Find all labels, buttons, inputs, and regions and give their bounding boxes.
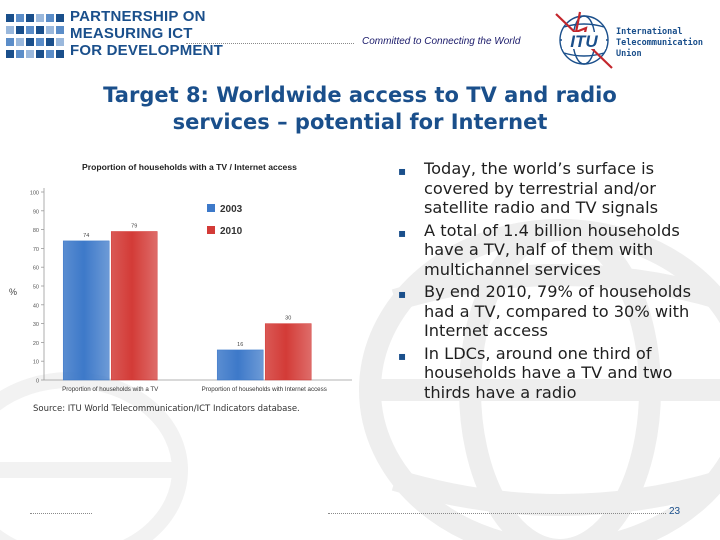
bullet-text: By end 2010, 79% of households had a TV,… [424, 282, 692, 340]
y-tick-label: 80 [33, 228, 39, 234]
y-tick-label: 40 [33, 303, 39, 309]
legend-label-2003: 2003 [220, 204, 243, 215]
bullet-text: In LDCs, around one third of households … [424, 343, 673, 402]
y-tick-label: 100 [30, 191, 39, 197]
partnership-name-line1: PARTNERSHIP ON [70, 8, 206, 25]
partnership-name-line2: MEASURING ICT [70, 25, 193, 42]
bullet-list: ▪ Today, the world’s surface is covered … [398, 159, 716, 405]
legend-label-2010: 2010 [220, 226, 243, 237]
page-number: 23 [669, 506, 681, 517]
partnership-name: PARTNERSHIP ON MEASURING ICT FOR DEVELOP… [70, 8, 223, 59]
itu-logo-icon: ITU [555, 11, 613, 69]
bar-value-label: 74 [83, 233, 89, 239]
bullet-item: ▪ A total of 1.4 billion households have… [398, 221, 716, 280]
footer-divider-right [328, 513, 666, 514]
partnership-logo: PARTNERSHIP ON MEASURING ICT FOR DEVELOP… [6, 8, 223, 64]
slide-title-line1: Target 8: Worldwide access to TV and rad… [103, 83, 617, 107]
bar-chart: Proportion of households with a TV / Int… [9, 162, 352, 393]
y-axis-label: % [9, 287, 17, 297]
bar-2003-0 [62, 240, 110, 381]
bar-value-label: 16 [237, 342, 243, 348]
y-tick-label: 20 [33, 341, 39, 347]
header-divider [186, 43, 354, 44]
bullet-item: ▪ By end 2010, 79% of households had a T… [398, 282, 716, 341]
itu-mark: ITU [570, 32, 598, 51]
bar-2003-1 [216, 349, 264, 381]
bar-2010-0 [110, 231, 158, 381]
y-tick-label: 30 [33, 322, 39, 328]
itu-name-line2: Telecommunication [616, 38, 703, 48]
slide-title-line2: services – potential for Internet [172, 110, 548, 134]
footer-divider-left [30, 513, 92, 514]
x-category-label: Proportion of households with Internet a… [202, 386, 327, 393]
bullet-icon: ▪ [398, 164, 407, 178]
bar-value-label: 30 [285, 316, 291, 322]
chart-legend: 2003 2010 [207, 204, 243, 237]
y-tick-label: 50 [33, 285, 39, 291]
y-tick-label: 90 [33, 209, 39, 215]
tagline: Committed to Connecting the World [362, 36, 521, 47]
bar-2010-1 [264, 323, 312, 381]
bullet-text: Today, the world’s surface is covered by… [424, 159, 659, 217]
bullet-icon: ▪ [398, 348, 407, 363]
slide-title: Target 8: Worldwide access to TV and rad… [0, 82, 720, 136]
partnership-name-line3: FOR DEVELOPMENT [70, 42, 224, 59]
itu-name-line1: International [616, 27, 683, 37]
bullet-item: ▪ In LDCs, around one third of household… [398, 344, 716, 403]
bullet-icon: ▪ [398, 287, 407, 301]
chart-bars: 74 79 16 30 [62, 223, 312, 381]
y-tick-label: 70 [33, 247, 39, 253]
source-note: Source: ITU World Telecommunication/ICT … [33, 404, 300, 414]
bullet-icon: ▪ [398, 225, 407, 240]
legend-swatch-2003 [207, 204, 215, 212]
legend-swatch-2010 [207, 226, 215, 234]
itu-name-line3: Union [616, 49, 642, 59]
x-category-label: Proportion of households with a TV [62, 386, 159, 393]
itu-name: International Telecommunication Union [616, 27, 703, 60]
y-tick-label: 60 [33, 266, 39, 272]
y-tick-label: 0 [36, 379, 39, 385]
bullet-text: A total of 1.4 billion households have a… [424, 220, 680, 279]
chart-title: Proportion of households with a TV / Int… [82, 162, 297, 172]
partnership-logo-icon [6, 14, 64, 58]
chart-panel: Proportion of households with a TV / Int… [0, 154, 360, 394]
bullet-item: ▪ Today, the world’s surface is covered … [398, 159, 716, 218]
bar-value-label: 79 [131, 223, 137, 229]
header: PARTNERSHIP ON MEASURING ICT FOR DEVELOP… [0, 0, 720, 75]
y-tick-label: 10 [33, 360, 39, 366]
